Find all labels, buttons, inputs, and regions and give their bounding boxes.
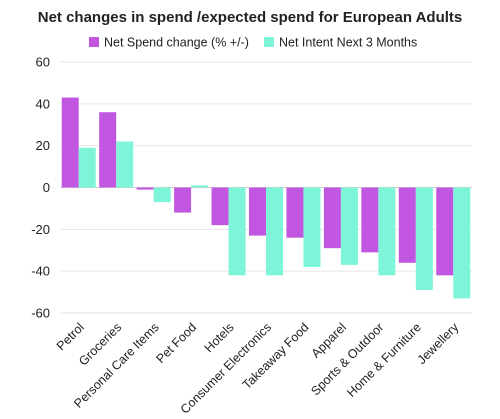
bar-net-spend-change-apparel [323, 187, 341, 249]
bar-net-intent-sports-and-outdoor [378, 187, 396, 276]
bar-net-spend-change-sports-and-outdoor [361, 187, 379, 253]
legend-label-net-spend-change: Net Spend change (% +/-) [104, 36, 249, 50]
x-tick-label-takeaway-food: Takeaway Food [240, 320, 312, 392]
bar-net-intent-hotels [228, 187, 246, 276]
bar-net-spend-change-takeaway-food [286, 187, 304, 238]
legend-swatch-net-intent [264, 37, 274, 47]
x-tick-label-petrol: Petrol [54, 320, 87, 353]
legend: Net Spend change (% +/-) Net Intent Next… [89, 36, 417, 50]
bar-net-spend-change-pet-food [174, 187, 192, 213]
bar-net-spend-change-home-and-furniture [398, 187, 416, 263]
bar-net-spend-change-personal-care-items [136, 187, 154, 190]
bar-net-spend-change-groceries [99, 112, 117, 188]
y-tick-label: 60 [36, 55, 50, 70]
y-tick-label: 20 [36, 138, 50, 153]
x-tick-label-jewellery: Jewellery [415, 320, 462, 367]
bar-net-intent-home-and-furniture [415, 187, 433, 290]
y-tick-label: -20 [31, 222, 50, 237]
legend-label-net-intent: Net Intent Next 3 Months [279, 36, 417, 50]
bar-net-intent-pet-food [191, 185, 209, 188]
bar-net-intent-groceries [116, 141, 134, 188]
bar-net-spend-change-hotels [211, 187, 229, 226]
bar-net-intent-apparel [340, 187, 358, 265]
y-tick-label: -60 [31, 306, 50, 321]
y-axis: 60 40 20 0 -20 -40 -60 [31, 55, 50, 321]
bars [61, 97, 471, 299]
bar-net-intent-consumer-electronics [266, 187, 283, 276]
y-tick-label: 0 [43, 180, 50, 195]
y-tick-label: 40 [36, 96, 50, 111]
bar-net-intent-personal-care-items [153, 187, 171, 203]
bar-net-spend-change-consumer-electronics [249, 187, 266, 236]
chart-title: Net changes in spend /expected spend for… [38, 9, 463, 26]
bar-net-intent-petrol [78, 147, 96, 188]
legend-swatch-net-spend-change [89, 37, 99, 47]
x-tick-label-pet-food: Pet Food [153, 320, 199, 366]
x-tick-label-hotels: Hotels [202, 320, 237, 355]
bar-net-intent-takeaway-food [303, 187, 321, 267]
bar-net-spend-change-jewellery [436, 187, 454, 276]
bar-net-intent-jewellery [453, 187, 471, 299]
bar-net-spend-change-petrol [61, 97, 79, 188]
y-tick-label: -40 [31, 264, 50, 279]
